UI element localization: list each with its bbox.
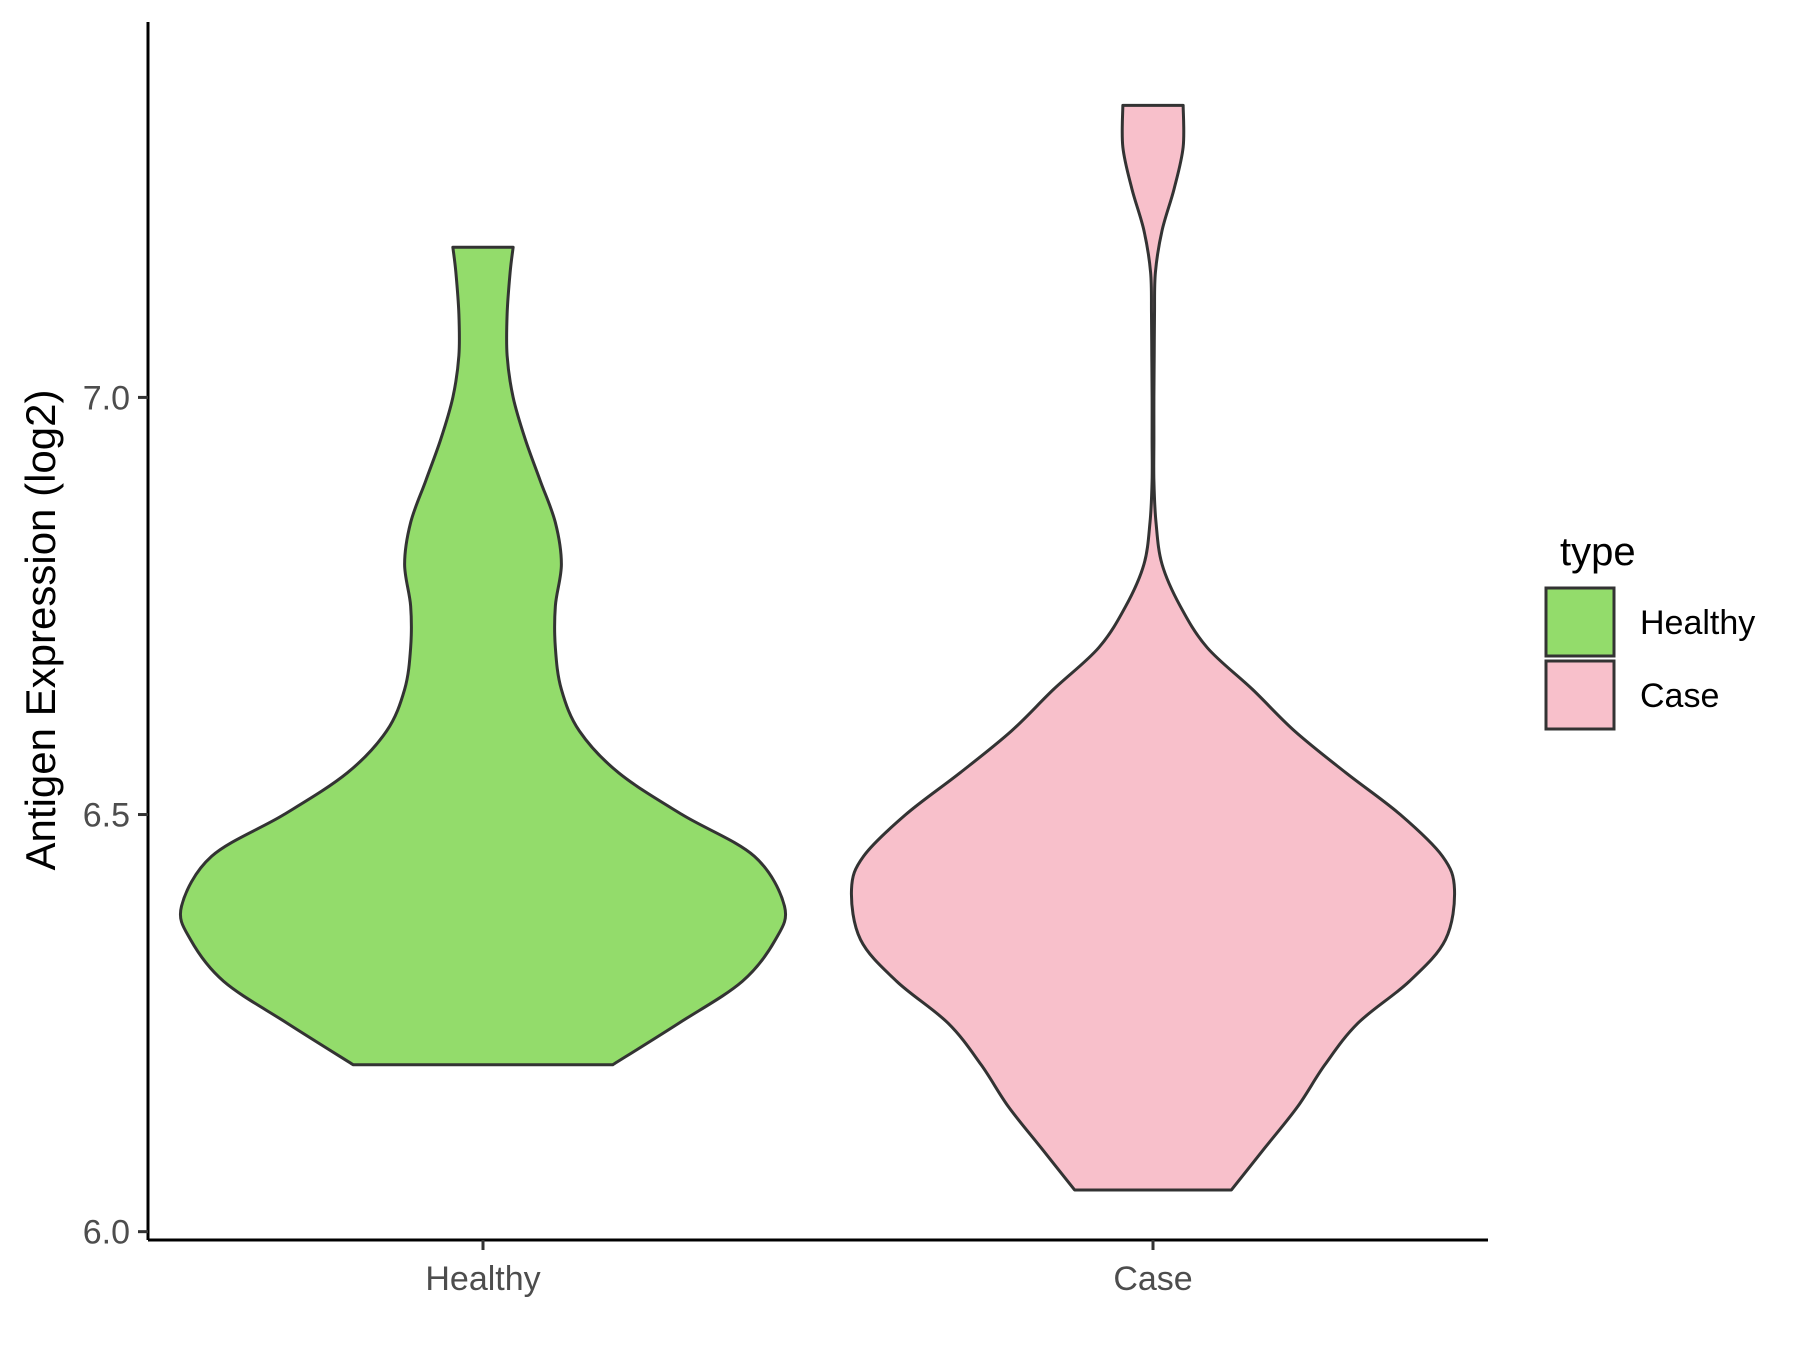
y-axis-title: Antigen Expression (log2) <box>17 390 64 871</box>
x-ticks: Healthy Case <box>425 1240 1193 1298</box>
violin-layer <box>178 103 1457 1192</box>
y-ticks: 6.0 6.5 7.0 <box>83 379 148 1252</box>
legend-label-case: Case <box>1640 677 1719 715</box>
legend-label-healthy: Healthy <box>1640 604 1755 642</box>
violin-case <box>849 103 1457 1192</box>
legend-items: Healthy Case <box>1544 586 1755 731</box>
y-tick-label: 6.5 <box>83 797 130 835</box>
legend-title: type <box>1560 530 1636 574</box>
legend: type Healthy Case <box>1544 530 1755 731</box>
y-tick-label: 7.0 <box>83 379 130 417</box>
y-tick-label: 6.0 <box>83 1214 130 1252</box>
legend-swatch-case <box>1544 659 1616 731</box>
legend-swatch-healthy <box>1544 586 1616 658</box>
x-tick-label: Healthy <box>425 1260 540 1298</box>
violin-healthy <box>178 245 788 1067</box>
x-tick-label: Case <box>1113 1260 1192 1298</box>
